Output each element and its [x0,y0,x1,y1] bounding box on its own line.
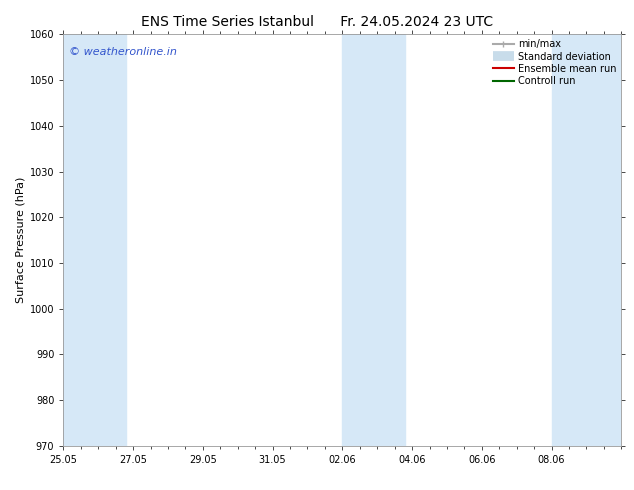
Bar [63,34,126,446]
Text: ENS Time Series Istanbul      Fr. 24.05.2024 23 UTC: ENS Time Series Istanbul Fr. 24.05.2024 … [141,15,493,29]
Text: © weatheronline.in: © weatheronline.in [69,47,177,57]
Bar [342,34,405,446]
Legend: min/max, Standard deviation, Ensemble mean run, Controll run: min/max, Standard deviation, Ensemble me… [491,37,618,88]
Y-axis label: Surface Pressure (hPa): Surface Pressure (hPa) [16,177,25,303]
Bar [552,34,621,446]
